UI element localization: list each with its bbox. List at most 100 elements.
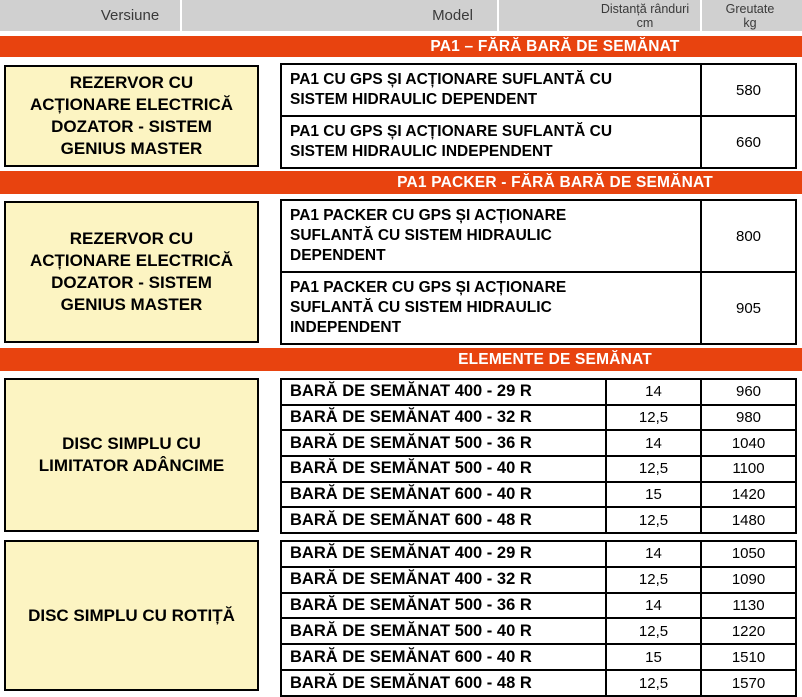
column-header-distanta-line2: cm <box>636 16 654 30</box>
version-label-line: LIMITATOR ADÂNCIME <box>38 456 225 475</box>
section-banner-pa1: PA1 – FĂRĂ BARĂ DE SEMĂNAT <box>0 36 802 57</box>
model-cell: BARĂ DE SEMĂNAT 400 - 29 R <box>290 382 532 401</box>
greutate-cell: 1220 <box>700 619 795 644</box>
distanta-cell: 12,5 <box>605 619 700 644</box>
model-cell: PA1 PACKER CU GPS ȘI ACȚIONARE SUFLANTĂ … <box>282 273 700 343</box>
header-column-divider <box>700 0 702 31</box>
distanta-cell: 14 <box>605 593 700 618</box>
distanta-cell: 14 <box>605 542 700 566</box>
model-line: DEPENDENT <box>290 247 386 264</box>
model-cell: BARĂ DE SEMĂNAT 400 - 29 R <box>290 544 532 563</box>
greutate-cell: 1050 <box>700 542 795 566</box>
model-cell: BARĂ DE SEMĂNAT 500 - 36 R <box>290 596 532 615</box>
table-row: PA1 CU GPS ȘI ACȚIONARE SUFLANTĂ CU SIST… <box>282 65 795 115</box>
model-line: SISTEM HIDRAULIC INDEPENDENT <box>290 143 553 160</box>
version-label-disc-rotita: DISC SIMPLU CU ROTIȚĂ <box>4 540 259 691</box>
table-row: BARĂ DE SEMĂNAT 400 - 29 R 14 1050 <box>282 542 795 566</box>
greutate-cell: 1090 <box>700 567 795 592</box>
greutate-cell: 1570 <box>700 671 795 695</box>
distanta-cell: 14 <box>605 431 700 456</box>
model-cell: BARĂ DE SEMĂNAT 500 - 40 R <box>290 621 532 640</box>
table-row: BARĂ DE SEMĂNAT 600 - 40 R 15 1420 <box>282 480 795 507</box>
table-row: BARĂ DE SEMĂNAT 500 - 36 R 14 1040 <box>282 429 795 456</box>
version-label-disc-limitator: DISC SIMPLU CU LIMITATOR ADÂNCIME <box>4 378 259 532</box>
model-line: PA1 PACKER CU GPS ȘI ACȚIONARE <box>290 279 567 296</box>
distanta-cell: 15 <box>605 645 700 670</box>
model-line: SUFLANTĂ CU SISTEM HIDRAULIC <box>290 227 552 244</box>
model-cell: BARĂ DE SEMĂNAT 400 - 32 R <box>290 408 532 426</box>
distanta-cell: 12,5 <box>605 457 700 481</box>
greutate-cell: 980 <box>700 405 795 430</box>
model-line: PA1 CU GPS ȘI ACȚIONARE SUFLANTĂ CU <box>290 123 613 140</box>
column-header-distanta-line1: Distanță rânduri <box>600 2 690 16</box>
column-header-greutate-line1: Greutate <box>725 2 775 16</box>
greutate-cell: 1480 <box>700 508 795 533</box>
distanta-cell: 14 <box>605 380 700 404</box>
greutate-cell: 960 <box>700 380 795 404</box>
version-label-line: DISC SIMPLU CU <box>62 434 201 453</box>
column-header-versiune: Versiune <box>100 7 160 24</box>
model-cell: BARĂ DE SEMĂNAT 600 - 40 R <box>290 485 532 504</box>
table-row: BARĂ DE SEMĂNAT 600 - 48 R 12,5 1570 <box>282 669 795 695</box>
rows-block-pa1: PA1 CU GPS ȘI ACȚIONARE SUFLANTĂ CU SIST… <box>280 63 797 169</box>
distanta-cell: 12,5 <box>605 567 700 592</box>
section-banner-pa1-packer: PA1 PACKER - FĂRĂ BARĂ DE SEMĂNAT <box>0 171 802 194</box>
version-label-rezervor-1: REZERVOR CU ACȚIONARE ELECTRICĂ DOZATOR … <box>4 65 259 167</box>
distanta-cell: 15 <box>605 482 700 507</box>
version-label-line: DOZATOR - SISTEM <box>51 273 212 292</box>
greutate-cell: 1420 <box>700 482 795 507</box>
greutate-cell: 1510 <box>700 645 795 670</box>
greutate-cell: 580 <box>700 65 795 115</box>
rows-block-disc-rotita: BARĂ DE SEMĂNAT 400 - 29 R 14 1050 BARĂ … <box>280 540 797 697</box>
table-row: BARĂ DE SEMĂNAT 400 - 32 R 12,5 980 <box>282 403 795 430</box>
model-line: INDEPENDENT <box>290 319 402 336</box>
table-row: PA1 PACKER CU GPS ȘI ACȚIONARE SUFLANTĂ … <box>282 201 795 271</box>
table-row: BARĂ DE SEMĂNAT 400 - 32 R 12,5 1090 <box>282 565 795 592</box>
table-row: BARĂ DE SEMĂNAT 500 - 40 R 12,5 1100 <box>282 455 795 481</box>
model-cell: BARĂ DE SEMĂNAT 400 - 32 R <box>290 570 532 589</box>
version-label-line: REZERVOR CU <box>69 73 194 92</box>
version-label-line: DISC SIMPLU CU ROTIȚĂ <box>28 605 235 625</box>
model-cell: PA1 CU GPS ȘI ACȚIONARE SUFLANTĂ CU SIST… <box>282 117 700 167</box>
distanta-cell: 12,5 <box>605 508 700 533</box>
model-cell: BARĂ DE SEMĂNAT 600 - 40 R <box>290 647 532 666</box>
distanta-cell: 12,5 <box>605 405 700 430</box>
greutate-cell: 1040 <box>700 431 795 456</box>
model-cell: BARĂ DE SEMĂNAT 500 - 36 R <box>290 433 532 452</box>
greutate-cell: 905 <box>700 273 795 343</box>
rows-block-disc-limitator: BARĂ DE SEMĂNAT 400 - 29 R 14 960 BARĂ D… <box>280 378 797 534</box>
model-line: SUFLANTĂ CU SISTEM HIDRAULIC <box>290 299 552 316</box>
section-banner-elemente: ELEMENTE DE SEMĂNAT <box>0 348 802 371</box>
table-row: BARĂ DE SEMĂNAT 600 - 48 R 12,5 1480 <box>282 506 795 533</box>
model-cell: PA1 CU GPS ȘI ACȚIONARE SUFLANTĂ CU SIST… <box>282 65 700 115</box>
model-cell: PA1 PACKER CU GPS ȘI ACȚIONARE SUFLANTĂ … <box>282 201 700 271</box>
version-label-line: GENIUS MASTER <box>60 139 203 158</box>
greutate-cell: 660 <box>700 117 795 167</box>
column-header-model: Model <box>432 7 473 24</box>
distanta-cell: 12,5 <box>605 671 700 695</box>
table-row: BARĂ DE SEMĂNAT 500 - 40 R 12,5 1220 <box>282 617 795 644</box>
model-line: PA1 PACKER CU GPS ȘI ACȚIONARE <box>290 207 567 224</box>
table-row: BARĂ DE SEMĂNAT 600 - 40 R 15 1510 <box>282 643 795 670</box>
model-cell: BARĂ DE SEMĂNAT 500 - 40 R <box>290 459 532 478</box>
greutate-cell: 1100 <box>700 457 795 481</box>
table-row: BARĂ DE SEMĂNAT 500 - 36 R 14 1130 <box>282 591 795 618</box>
model-cell: BARĂ DE SEMĂNAT 600 - 48 R <box>290 673 532 692</box>
version-label-rezervor-2: REZERVOR CU ACȚIONARE ELECTRICĂ DOZATOR … <box>4 201 259 343</box>
column-header-greutate-line2: kg <box>743 16 757 30</box>
greutate-cell: 800 <box>700 201 795 271</box>
version-label-line: REZERVOR CU <box>69 229 194 248</box>
greutate-cell: 1130 <box>700 593 795 618</box>
table-row: PA1 PACKER CU GPS ȘI ACȚIONARE SUFLANTĂ … <box>282 271 795 343</box>
version-label-line: ACȚIONARE ELECTRICĂ <box>29 95 234 114</box>
header-column-divider <box>180 0 182 31</box>
table-row: BARĂ DE SEMĂNAT 400 - 29 R 14 960 <box>282 380 795 404</box>
model-line: PA1 CU GPS ȘI ACȚIONARE SUFLANTĂ CU <box>290 71 613 88</box>
version-label-line: GENIUS MASTER <box>60 295 203 314</box>
model-line: SISTEM HIDRAULIC DEPENDENT <box>290 91 538 108</box>
column-header-distanta: Distanță rânduri cm <box>555 2 735 30</box>
column-header-greutate: Greutate kg <box>700 2 800 30</box>
version-label-line: ACȚIONARE ELECTRICĂ <box>29 251 234 270</box>
column-header-bar: Versiune Model Distanță rânduri cm Greut… <box>0 0 802 31</box>
